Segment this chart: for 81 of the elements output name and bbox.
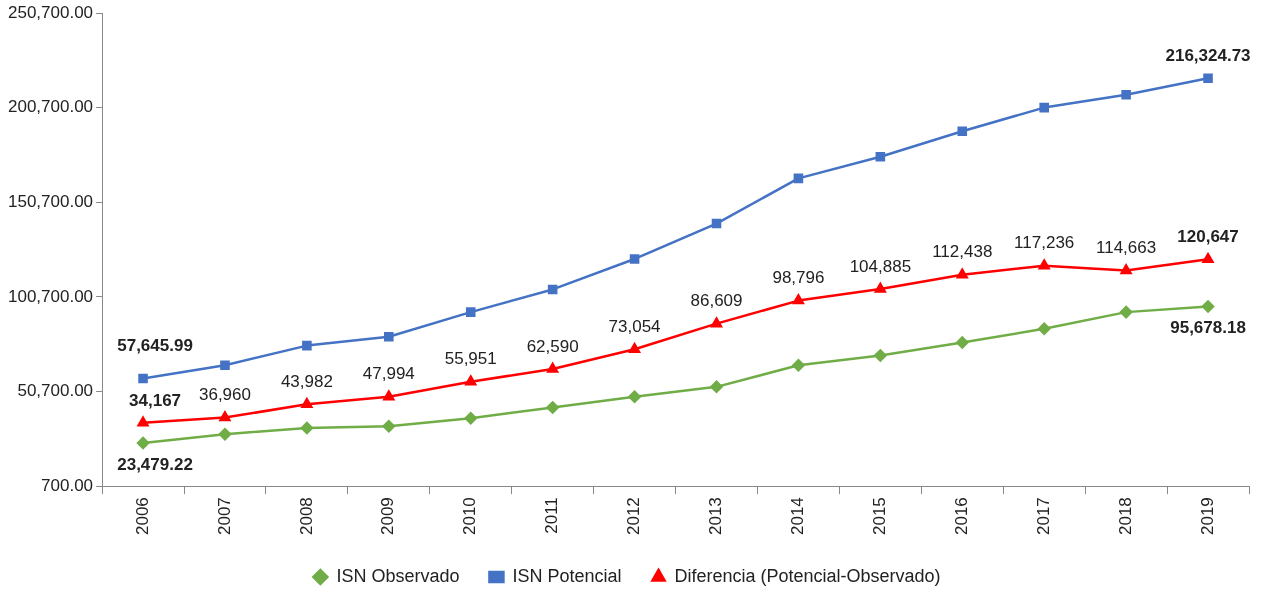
point: [956, 336, 969, 349]
point: [1037, 322, 1051, 336]
point: [1203, 73, 1213, 84]
legend-label: Diferencia (Potencial-Observado): [674, 565, 941, 586]
point: [875, 152, 886, 162]
data-label: 120,647: [1177, 226, 1239, 246]
point: [710, 380, 723, 394]
x-tick-label: 2019: [1197, 497, 1217, 536]
point: [136, 436, 150, 450]
point: [218, 427, 232, 441]
data-label: 36,960: [198, 385, 251, 405]
legend-label: ISN Observado: [336, 565, 460, 586]
y-tick-label: 700.00: [41, 475, 94, 495]
point: [137, 416, 149, 427]
point: [219, 411, 231, 422]
point: [547, 284, 558, 295]
x-tick-label: 2011: [542, 497, 562, 534]
data-label: 104,885: [849, 256, 912, 276]
point: [874, 282, 886, 293]
point: [465, 307, 476, 317]
point: [384, 331, 394, 342]
y-tick-label: 50,700.00: [17, 381, 94, 401]
data-label: 216,324.73: [1165, 45, 1251, 65]
point: [1121, 89, 1131, 100]
y-tick-label: 200,700.00: [7, 97, 94, 117]
point: [956, 268, 968, 279]
point: [1119, 305, 1133, 319]
point: [957, 126, 968, 137]
data-label: 34,167: [129, 390, 182, 410]
point: [711, 218, 722, 229]
y-tick-label: 250,700.00: [7, 2, 94, 22]
data-label: 57,645.99: [117, 336, 193, 356]
point: [383, 390, 395, 401]
data-label: 95,678.18: [1170, 318, 1246, 338]
point: [1039, 102, 1049, 113]
point: [300, 421, 314, 435]
y-tick-label: 100,700.00: [7, 286, 94, 306]
x-tick-label: 2018: [1115, 497, 1135, 536]
point: [629, 254, 640, 264]
x-tick-label: 2016: [951, 497, 971, 536]
x-tick-label: 2010: [460, 497, 480, 536]
x-tick-label: 2017: [1033, 497, 1053, 536]
point: [628, 390, 641, 403]
point: [710, 317, 723, 328]
data-label: 114,663: [1096, 238, 1157, 258]
x-tick-label: 2009: [378, 497, 398, 536]
data-label: 23,479.22: [117, 454, 193, 474]
point: [792, 294, 805, 305]
x-tick-label: 2006: [132, 497, 152, 536]
point: [793, 173, 804, 184]
data-label: 86,609: [690, 291, 743, 311]
data-label: 73,054: [608, 316, 661, 336]
point: [1201, 300, 1215, 313]
x-tick-label: 2012: [624, 497, 644, 536]
x-tick-label: 2007: [214, 497, 234, 536]
data-label: 55,951: [444, 349, 497, 369]
data-label: 117,236: [1014, 233, 1075, 253]
x-tick-label: 2013: [706, 497, 726, 536]
point: [302, 340, 312, 351]
data-label: 98,796: [772, 268, 825, 288]
data-label: 47,994: [362, 364, 415, 384]
point: [464, 412, 477, 425]
point: [546, 401, 559, 414]
point: [220, 360, 230, 371]
y-tick-label: 150,700.00: [7, 192, 94, 212]
x-tick-label: 2015: [870, 497, 890, 536]
point: [874, 349, 887, 362]
data-label: 43,982: [280, 371, 333, 391]
data-label: 62,590: [526, 336, 579, 356]
point: [1202, 253, 1214, 263]
x-tick-label: 2014: [788, 497, 808, 536]
point: [465, 375, 477, 386]
legend-label: ISN Potencial: [512, 565, 622, 586]
point: [138, 373, 148, 384]
point: [1120, 264, 1132, 275]
data-label: 112,438: [932, 242, 993, 262]
point: [382, 419, 396, 433]
point: [1038, 259, 1050, 270]
point: [792, 359, 805, 372]
point: [547, 362, 559, 373]
x-tick-label: 2008: [296, 497, 316, 536]
